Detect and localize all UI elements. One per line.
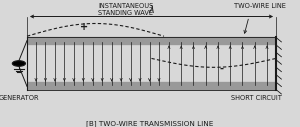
Text: λ: λ xyxy=(148,5,154,15)
Text: INSTANTANEOUS
STANDING WAVE: INSTANTANEOUS STANDING WAVE xyxy=(98,3,154,16)
Text: -: - xyxy=(219,64,223,74)
Text: +: + xyxy=(80,22,88,32)
Text: GENERATOR: GENERATOR xyxy=(0,95,39,101)
Text: SHORT CIRCUIT: SHORT CIRCUIT xyxy=(231,95,281,101)
Text: [B] TWO-WIRE TRANSMISSION LINE: [B] TWO-WIRE TRANSMISSION LINE xyxy=(86,120,214,127)
Circle shape xyxy=(12,61,26,66)
Text: TWO-WIRE LINE: TWO-WIRE LINE xyxy=(234,3,286,9)
